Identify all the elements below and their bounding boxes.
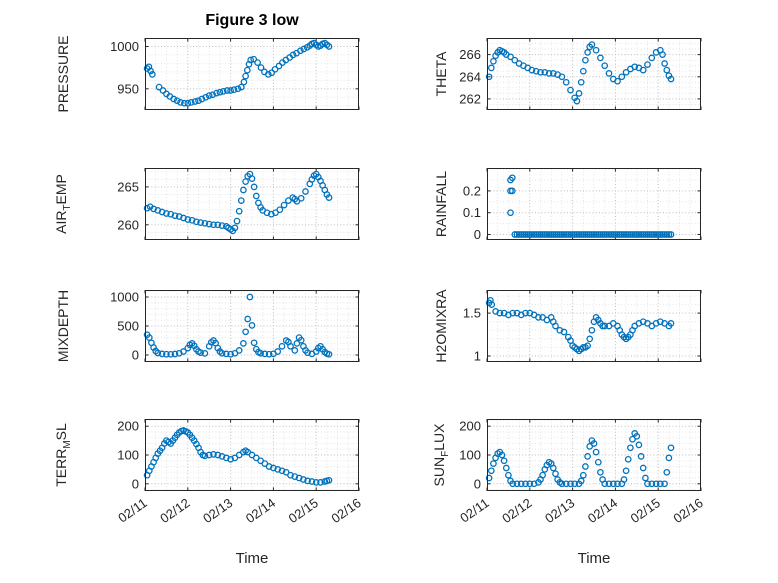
scatter-points: [143, 39, 333, 107]
x-tick-label: 02/16: [670, 495, 705, 526]
scatter-points: [485, 296, 675, 355]
svg-text:200: 200: [459, 419, 481, 434]
svg-text:262: 262: [459, 91, 481, 106]
scatter-points: [143, 427, 333, 486]
scatter-points: [143, 170, 333, 235]
ylabel-sun-flux: SUNFLUX: [431, 423, 451, 487]
ylabel-rainfall: RAINFALL: [433, 170, 449, 238]
svg-text:1.5: 1.5: [463, 306, 481, 321]
subplot-pressure: PRESSURE 950 1000: [55, 35, 360, 113]
x-tick-label: 02/14: [243, 495, 278, 526]
ylabel-terr-msl: TERRMSL: [53, 423, 73, 487]
x-tick-label: 02/14: [585, 495, 620, 526]
svg-text:1: 1: [474, 349, 481, 364]
chart-svg: 0 0.1 0.2: [463, 168, 702, 242]
xaxis-label-time-right: Time: [577, 550, 611, 567]
scatter-points: [507, 174, 675, 238]
plot-area-theta: 262 264 266: [459, 38, 702, 110]
svg-text:0: 0: [132, 348, 139, 363]
plot-area-terr-msl: 0 100 200 02/11 02/12 02/13 02/14 02/15 02/16: [115, 419, 363, 526]
x-tick-label: 02/16: [328, 495, 363, 526]
x-tick-label: 02/15: [628, 495, 663, 526]
svg-text:266: 266: [459, 47, 481, 62]
subplot-mixdepth: MIXDEPTH 0 500 1000: [55, 290, 360, 363]
svg-text:1000: 1000: [110, 290, 139, 305]
scatter-points: [485, 41, 675, 105]
xaxis-label-time-left: Time: [235, 550, 269, 567]
svg-text:0: 0: [474, 227, 481, 242]
subplot-sun-flux: SUNFLUX 0 100 200 02/11 02/12 02/13 02/14 02/15…: [431, 419, 706, 526]
chart-svg: 11.5: [463, 290, 702, 364]
chart-svg: 262 264 266: [459, 38, 702, 110]
plot-area-h2omixra: 1 1.5: [463, 290, 702, 364]
x-tick-label: 02/11: [457, 495, 491, 525]
subplot-h2omixra: H2OMIXRA 1 1.5: [433, 289, 702, 364]
x-tick-label: 02/12: [157, 495, 192, 526]
figure-title: Figure 3 low: [205, 12, 299, 29]
ylabel-mixdepth: MIXDEPTH: [55, 289, 71, 363]
subplot-rainfall: RAINFALL 0 0.1 0.2: [433, 168, 702, 242]
ylabel-pressure: PRESSURE: [55, 35, 71, 113]
ylabel-h2omixra: H2OMIXRA: [433, 289, 449, 363]
chart-svg: 0 500 1000: [110, 290, 360, 363]
x-tick-label: 02/15: [286, 495, 321, 526]
x-tick-label: 02/12: [499, 495, 534, 526]
svg-text:0: 0: [132, 476, 139, 491]
svg-text:100: 100: [117, 448, 139, 463]
x-tick-label: 02/11: [115, 495, 149, 525]
chart-svg: 260 265: [117, 168, 360, 240]
svg-text:1000: 1000: [110, 39, 139, 54]
subplot-terr-msl: TERRMSL 0 100 200 02/11 02/12 02/13 02/14 02/15…: [53, 419, 364, 526]
svg-text:0: 0: [474, 476, 481, 491]
svg-text:200: 200: [117, 419, 139, 434]
svg-text:260: 260: [117, 217, 139, 232]
svg-text:0.2: 0.2: [463, 183, 481, 198]
subplot-theta: THETA 262 264 266: [433, 38, 702, 110]
scatter-points: [485, 430, 675, 488]
scatter-points: [143, 293, 333, 358]
svg-text:950: 950: [117, 81, 139, 96]
plot-area-pressure: 950 1000: [110, 38, 360, 110]
svg-text:0.1: 0.1: [463, 205, 481, 220]
svg-text:264: 264: [459, 69, 481, 84]
ylabel-air-temp: AIRTEMP: [53, 174, 73, 234]
svg-text:100: 100: [459, 448, 481, 463]
subplot-air-temp: AIRTEMP 260 265: [53, 168, 360, 240]
chart-svg: 0 100 200 02/11 02/12 02/13 02/14 02/15 02/16: [457, 419, 705, 526]
chart-svg: 950 1000: [110, 38, 360, 110]
plot-area-mixdepth: 0 500 1000: [110, 290, 360, 363]
svg-text:500: 500: [117, 319, 139, 334]
chart-svg: 0 100 200 02/11 02/12 02/13 02/14 02/15 02/16: [115, 419, 363, 526]
plot-area-rainfall: 0 0.1 0.2: [463, 168, 702, 242]
ylabel-theta: THETA: [433, 51, 449, 97]
svg-text:265: 265: [117, 179, 139, 194]
plot-area-air-temp: 260 265: [117, 168, 360, 240]
x-tick-label: 02/13: [200, 495, 235, 526]
x-tick-label: 02/13: [542, 495, 577, 526]
plot-area-sun-flux: 0 100 200 02/11 02/12 02/13 02/14 02/15 02/16: [457, 419, 705, 526]
